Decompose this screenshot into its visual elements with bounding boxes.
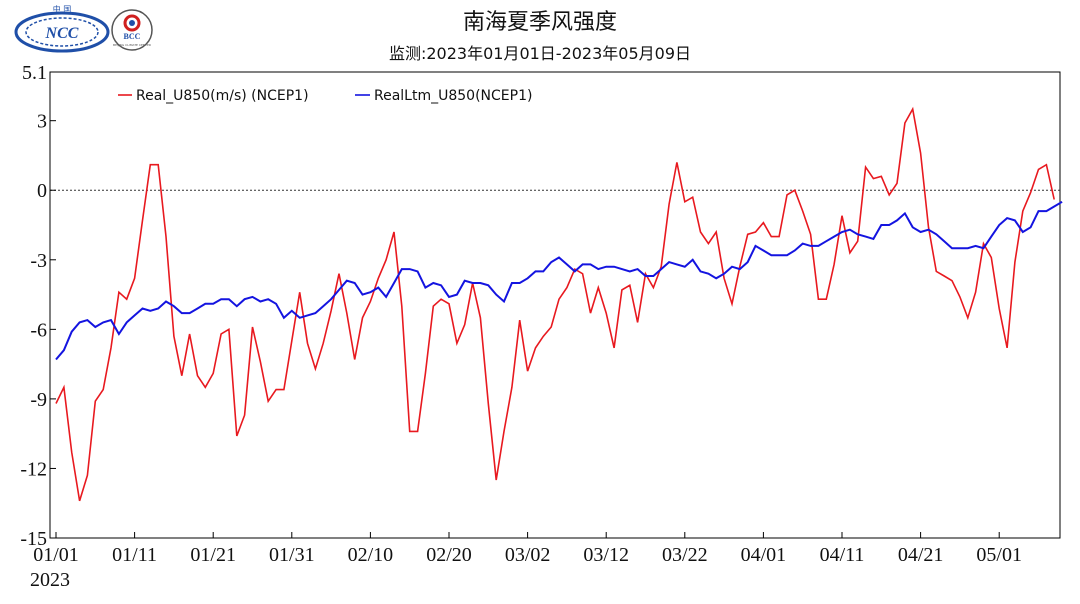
y-tick-label: -15: [20, 528, 47, 550]
y-tick-label: -12: [20, 458, 47, 480]
x-tick-label: 01/01: [33, 544, 79, 566]
plot-frame: [49, 71, 1061, 539]
x-tick-label: 02/10: [348, 544, 394, 566]
x-tick-label: 04/21: [898, 544, 944, 566]
y-tick-label: 0: [37, 180, 47, 202]
x-tick-label: 03/22: [662, 544, 708, 566]
ncc-logo: 中 国 NCC: [14, 4, 110, 53]
y-tick-label: -9: [30, 389, 47, 411]
legend-label-real: Real_U850(m/s) (NCEP1): [136, 88, 309, 104]
x-tick-label: 04/11: [820, 544, 865, 566]
y-tick-label: -6: [30, 319, 47, 341]
legend: Real_U850(m/s) (NCEP1) RealLtm_U850(NCEP…: [118, 88, 532, 104]
x-year-label: 2023: [30, 569, 70, 591]
chart-title: 南海夏季风强度: [462, 10, 617, 35]
chart-subtitle: 监测:2023年01月01日-2023年05月09日: [388, 44, 692, 63]
ncc-logo-text: NCC: [45, 25, 79, 42]
bcc-logo: BCC BEIJING CLIMATE CENTER: [111, 9, 153, 51]
x-tick-label: 02/20: [426, 544, 472, 566]
x-tick-label: 01/21: [190, 544, 236, 566]
bcc-logo-caption: BEIJING CLIMATE CENTER: [113, 43, 151, 47]
x-tick-label: 01/31: [269, 544, 315, 566]
ncc-logo-caption: 中 国: [53, 4, 72, 14]
y-tick-label: 5.1: [22, 62, 47, 84]
x-tick-label: 05/01: [976, 544, 1022, 566]
x-axis: 01/01 01/11 01/21 01/31 02/10 02/20 03/02 03/12…: [33, 532, 1022, 566]
logo-group: 中 国 NCC BCC BEIJING CLIMATE CENTER: [14, 4, 153, 53]
x-tick-label: 04/01: [741, 544, 787, 566]
x-tick-label: 01/11: [112, 544, 157, 566]
bcc-logo-text: BCC: [124, 32, 141, 41]
y-tick-label: 3: [37, 111, 47, 133]
x-tick-label: 03/02: [505, 544, 551, 566]
series-line-real-u850: [55, 106, 1055, 502]
x-tick-label: 03/12: [583, 544, 629, 566]
series-line-realltm-u850: [55, 200, 1063, 361]
y-axis: 5.1 3 0 -3 -6 -9 -12 -15: [20, 62, 56, 550]
legend-label-realltm: RealLtm_U850(NCEP1): [374, 88, 532, 104]
y-tick-label: -3: [30, 250, 47, 272]
